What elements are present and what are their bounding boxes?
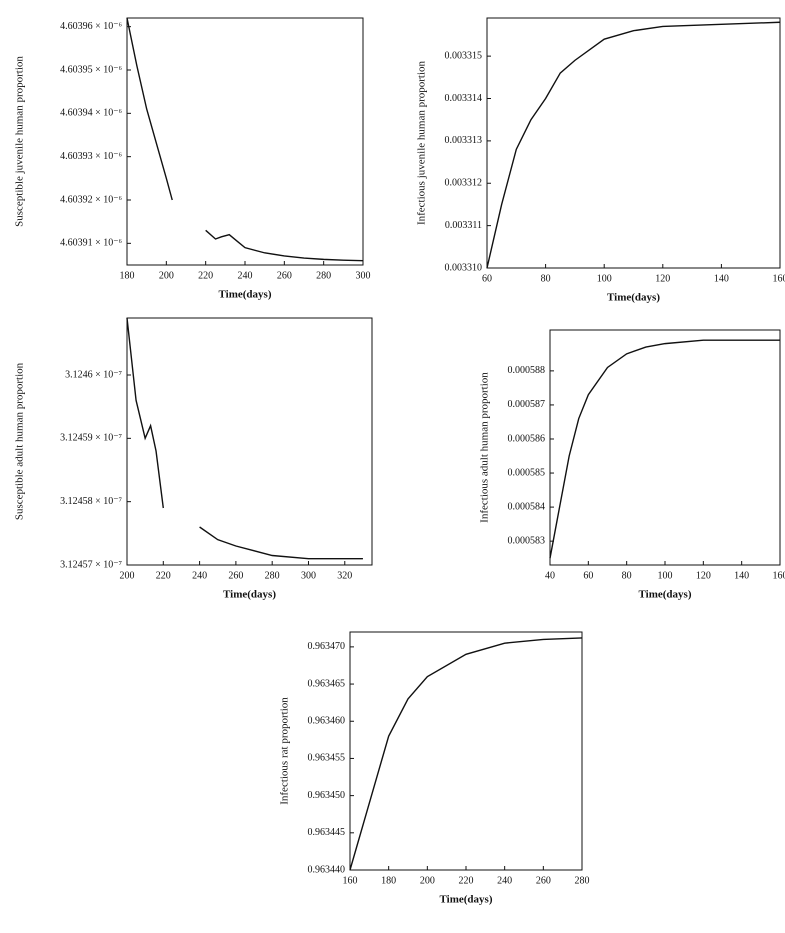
y-axis-label: Susceptible juvenile human proportion — [14, 56, 26, 227]
y-tick-label: 0.003313 — [445, 135, 483, 146]
x-tick-label: 80 — [622, 570, 632, 581]
y-tick-label: 0.003315 — [445, 50, 483, 61]
y-tick-label: 3.12457 × 10⁻⁷ — [60, 559, 122, 570]
x-tick-label: 200 — [420, 875, 435, 886]
plot-frame — [127, 18, 363, 265]
y-tick-label: 0.000587 — [508, 399, 546, 410]
y-axis-label: Infectious rat proportion — [279, 697, 291, 805]
x-tick-label: 100 — [597, 273, 612, 284]
x-axis-label: Time(days) — [219, 289, 272, 301]
x-tick-label: 300 — [301, 570, 316, 581]
x-axis-label: Time(days) — [440, 894, 493, 906]
y-tick-label: 4.60393 × 10⁻⁶ — [60, 151, 122, 162]
plot-frame — [127, 318, 372, 565]
x-tick-label: 200 — [159, 270, 174, 281]
y-tick-label: 0.003310 — [445, 262, 483, 273]
y-tick-label: 0.963440 — [308, 864, 346, 875]
x-tick-label: 240 — [238, 270, 253, 281]
y-axis-label: Infectious adult human proportion — [479, 372, 491, 523]
x-tick-label: 140 — [734, 570, 749, 581]
x-axis-label: Time(days) — [639, 589, 692, 601]
y-tick-label: 0.963445 — [308, 827, 346, 838]
y-tick-label: 0.003311 — [445, 220, 482, 231]
y-tick-label: 4.60396 × 10⁻⁶ — [60, 21, 122, 32]
x-tick-label: 260 — [536, 875, 551, 886]
data-line — [127, 318, 363, 559]
x-tick-label: 220 — [156, 570, 171, 581]
x-tick-label: 220 — [198, 270, 213, 281]
y-tick-label: 4.60394 × 10⁻⁶ — [60, 108, 122, 119]
y-tick-label: 0.963470 — [308, 641, 346, 652]
y-tick-label: 0.963465 — [308, 678, 346, 689]
y-tick-label: 0.003312 — [445, 178, 483, 189]
data-line — [350, 638, 582, 870]
x-tick-label: 40 — [545, 570, 555, 581]
x-tick-label: 280 — [575, 875, 590, 886]
y-axis-label: Infectious juvenile human proportion — [416, 60, 428, 225]
x-tick-label: 280 — [265, 570, 280, 581]
x-tick-label: 320 — [337, 570, 352, 581]
y-tick-label: 0.963455 — [308, 753, 346, 764]
x-tick-label: 300 — [356, 270, 371, 281]
y-tick-label: 0.000588 — [508, 365, 546, 376]
x-tick-label: 120 — [696, 570, 711, 581]
data-line — [127, 18, 363, 261]
x-tick-label: 100 — [658, 570, 673, 581]
y-tick-label: 0.000585 — [508, 467, 546, 478]
y-tick-label: 0.003314 — [445, 93, 483, 104]
data-line — [550, 340, 780, 558]
plot-frame — [487, 18, 780, 268]
y-axis-label: Susceptible adult human proportion — [14, 362, 26, 520]
x-tick-label: 260 — [277, 270, 292, 281]
x-tick-label: 240 — [497, 875, 512, 886]
x-tick-label: 280 — [316, 270, 331, 281]
x-tick-label: 120 — [655, 273, 670, 284]
x-tick-label: 180 — [381, 875, 396, 886]
x-tick-label: 220 — [459, 875, 474, 886]
y-tick-label: 0.000583 — [508, 535, 546, 546]
x-tick-label: 260 — [228, 570, 243, 581]
x-tick-label: 160 — [343, 875, 358, 886]
x-tick-label: 60 — [482, 273, 492, 284]
x-axis-label: Time(days) — [223, 589, 276, 601]
y-tick-label: 0.000586 — [508, 433, 546, 444]
y-tick-label: 4.60392 × 10⁻⁶ — [60, 194, 122, 205]
plot-frame — [550, 330, 780, 565]
y-tick-label: 3.12458 × 10⁻⁷ — [60, 496, 122, 507]
data-line — [487, 22, 780, 268]
x-tick-label: 140 — [714, 273, 729, 284]
y-tick-label: 0.000584 — [508, 501, 546, 512]
x-tick-label: 80 — [541, 273, 551, 284]
x-tick-label: 240 — [192, 570, 207, 581]
figure: 180 200 220 240 260 280 300 4.60391 × 10⁻⁶ 4.603… — [0, 0, 785, 933]
y-tick-label: 0.963460 — [308, 716, 346, 727]
y-tick-label: 4.60395 × 10⁻⁶ — [60, 64, 122, 75]
x-tick-label: 180 — [120, 270, 135, 281]
y-tick-label: 0.963450 — [308, 790, 346, 801]
y-tick-label: 4.60391 × 10⁻⁶ — [60, 238, 122, 249]
x-tick-label: 200 — [120, 570, 135, 581]
x-axis-label: Time(days) — [607, 292, 660, 304]
y-tick-label: 3.1246 × 10⁻⁷ — [65, 369, 122, 380]
x-tick-label: 160 — [773, 570, 785, 581]
x-tick-label: 160 — [773, 273, 785, 284]
x-tick-label: 60 — [583, 570, 593, 581]
y-tick-label: 3.12459 × 10⁻⁷ — [60, 433, 122, 444]
